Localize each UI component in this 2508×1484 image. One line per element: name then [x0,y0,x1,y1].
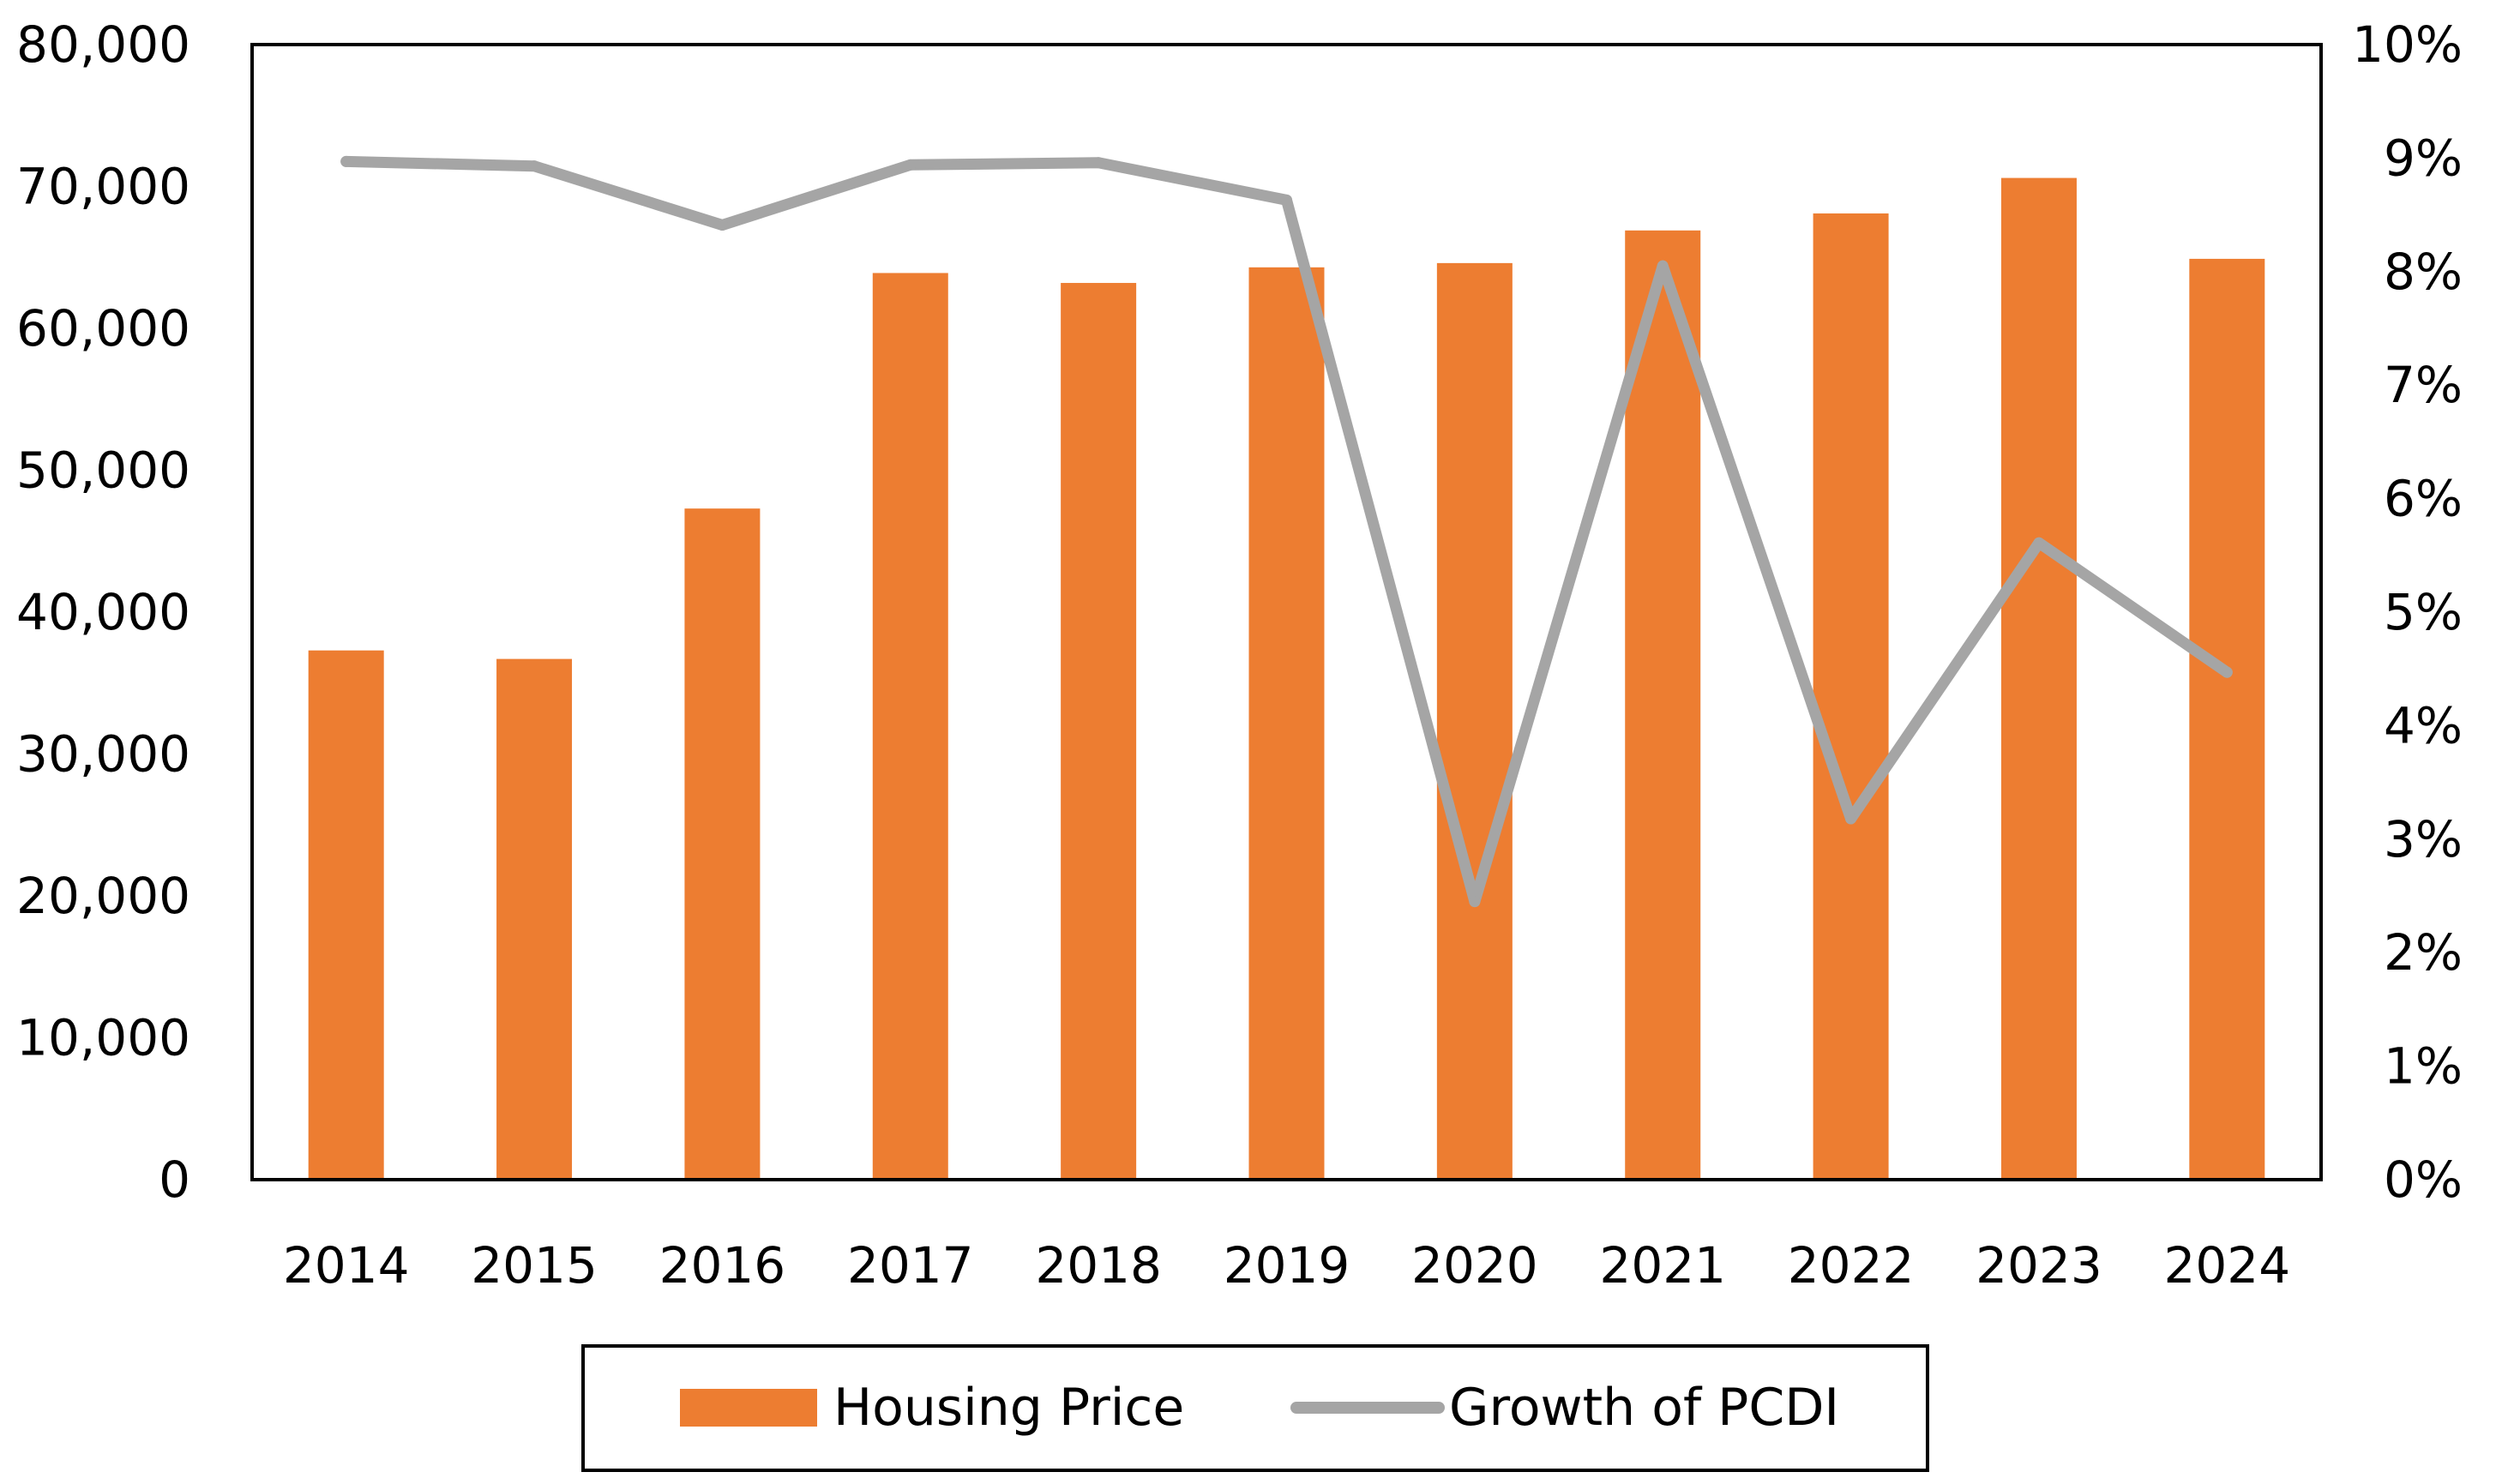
left-axis-tick-label: 60,000 [16,299,190,357]
point-growth-of-pcdi-2021 [1657,260,1669,272]
right-axis-tick-label: 1% [2384,1037,2463,1096]
plot-area-frame [250,43,2323,1181]
right-axis-tick-label: 7% [2384,356,2463,414]
x-axis-tick-label: 2023 [1976,1236,2102,1295]
legend-label-housing-price: Housing Price [833,1378,1184,1438]
x-axis: 2014 2015 2016 2017 2018 2019 2020 2021 2022 2023… [283,1236,2290,1295]
right-axis-tick-label: 6% [2384,470,2463,528]
right-axis-tick-label: 0% [2384,1151,2463,1209]
left-axis-tick-label: 50,000 [16,442,190,500]
x-axis-tick-label: 2020 [1411,1236,1538,1295]
left-axis-tick-label: 80,000 [16,15,190,74]
x-axis-tick-label: 2021 [1599,1236,1726,1295]
point-growth-of-pcdi-2015 [528,160,540,172]
point-growth-of-pcdi-2023 [2033,537,2045,549]
x-axis-tick-label: 2014 [283,1236,410,1295]
left-axis-tick-label: 20,000 [16,867,190,925]
point-growth-of-pcdi-2024 [2221,666,2233,678]
right-axis-tick-label: 10% [2352,15,2463,74]
x-axis-tick-label: 2016 [659,1236,786,1295]
right-axis-tick-label: 8% [2384,243,2463,301]
bar-housing-price-2014 [308,650,384,1180]
x-axis-tick-label: 2018 [1035,1236,1162,1295]
left-axis-tick-label: 10,000 [16,1009,190,1067]
right-axis: 0% 1% 2% 3% 4% 5% 6% 7% 8% 9% 10% [2352,15,2463,1209]
bar-housing-price-2021 [1625,230,1701,1181]
left-axis-tick-label: 30,000 [16,725,190,784]
right-axis-tick-label: 4% [2384,696,2463,754]
left-axis: 0 10,000 20,000 30,000 40,000 50,000 60,000 70,… [16,15,190,1209]
point-growth-of-pcdi-2018 [1092,157,1104,169]
bar-housing-price-2022 [1813,213,1889,1180]
x-axis-tick-label: 2024 [2164,1236,2291,1295]
bar-housing-price-2015 [496,658,573,1180]
bar-housing-price-2023 [2000,177,2077,1180]
point-growth-of-pcdi-2019 [1281,194,1292,206]
bar-housing-price-2024 [2189,258,2265,1180]
right-axis-tick-label: 2% [2384,923,2463,982]
point-growth-of-pcdi-2020 [1469,896,1481,908]
bar-housing-price-2016 [684,508,761,1180]
legend-label-growth-of-pcdi: Growth of PCDI [1449,1378,1839,1438]
x-axis-tick-label: 2019 [1224,1236,1350,1295]
bar-housing-price-2017 [872,273,948,1181]
point-growth-of-pcdi-2014 [340,155,352,167]
right-axis-tick-label: 3% [2384,810,2463,868]
left-axis-tick-label: 70,000 [16,158,190,216]
bar-housing-price-2018 [1061,283,1137,1180]
x-axis-tick-label: 2015 [471,1236,598,1295]
right-axis-tick-label: 5% [2384,583,2463,641]
left-axis-tick-label: 0 [159,1151,190,1209]
legend-swatch-housing-price [680,1389,817,1427]
left-axis-tick-label: 40,000 [16,583,190,641]
legend: Housing Price Growth of PCDI [581,1344,1929,1472]
bar-housing-price-2020 [1436,262,1513,1180]
bars-layer [308,177,2265,1181]
right-axis-tick-label: 9% [2384,129,2463,187]
bar-housing-price-2019 [1248,267,1325,1181]
point-growth-of-pcdi-2016 [716,219,728,231]
line-layer [340,155,2233,908]
x-axis-tick-label: 2022 [1788,1236,1915,1295]
x-axis-tick-label: 2017 [847,1236,974,1295]
point-growth-of-pcdi-2022 [1845,813,1857,825]
point-growth-of-pcdi-2017 [905,159,917,171]
